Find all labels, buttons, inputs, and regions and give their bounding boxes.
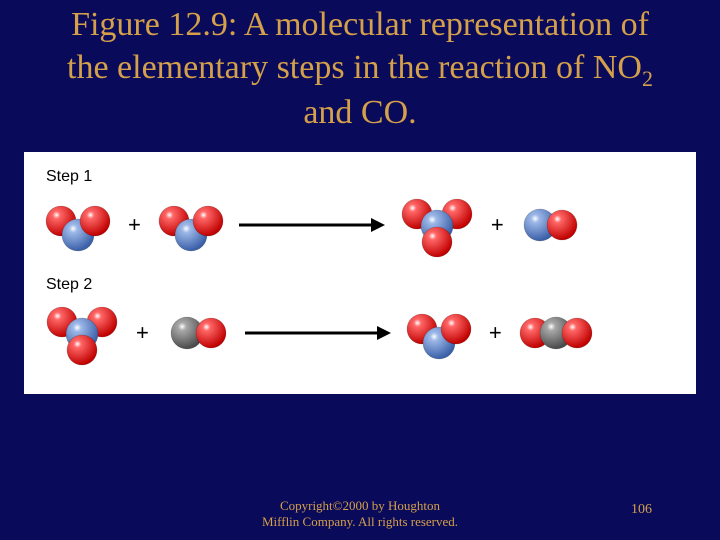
copyright-line-1: Copyright©2000 by Houghton <box>210 498 510 514</box>
page-number: 106 <box>631 502 652 518</box>
plus-icon: + <box>485 320 506 346</box>
step-1-label: Step 1 <box>46 168 682 186</box>
step-1-product-1 <box>520 197 582 253</box>
plus-icon: + <box>132 320 153 346</box>
reaction-diagram-panel: Step 1 + <box>24 152 696 394</box>
step-2-row: + <box>38 298 682 378</box>
step-2-label: Step 2 <box>46 276 682 294</box>
figure-title: Figure 12.9: A molecular representation … <box>0 0 720 134</box>
plus-icon: + <box>487 212 508 238</box>
step-2-reactant-1 <box>165 305 231 361</box>
step-1-product-0 <box>399 192 475 258</box>
copyright-text: Copyright©2000 by Houghton Mifflin Compa… <box>210 498 510 531</box>
title-suffix: and CO. <box>303 94 416 131</box>
step-1: Step 1 + <box>38 168 682 270</box>
step-2: Step 2 + <box>38 276 682 378</box>
step-2-product-1 <box>518 305 594 361</box>
step-2-reactant-0 <box>44 300 120 366</box>
reaction-arrow-icon <box>237 216 387 234</box>
copyright-line-2: Mifflin Company. All rights reserved. <box>210 514 510 530</box>
reaction-arrow-icon <box>243 324 393 342</box>
title-subscript: 2 <box>642 65 653 90</box>
step-2-product-0 <box>405 305 473 361</box>
step-1-reactant-1 <box>157 197 225 253</box>
plus-icon: + <box>124 212 145 238</box>
step-1-reactant-0 <box>44 197 112 253</box>
step-1-row: + <box>38 190 682 270</box>
title-prefix: Figure 12.9: A molecular representation … <box>67 6 649 86</box>
